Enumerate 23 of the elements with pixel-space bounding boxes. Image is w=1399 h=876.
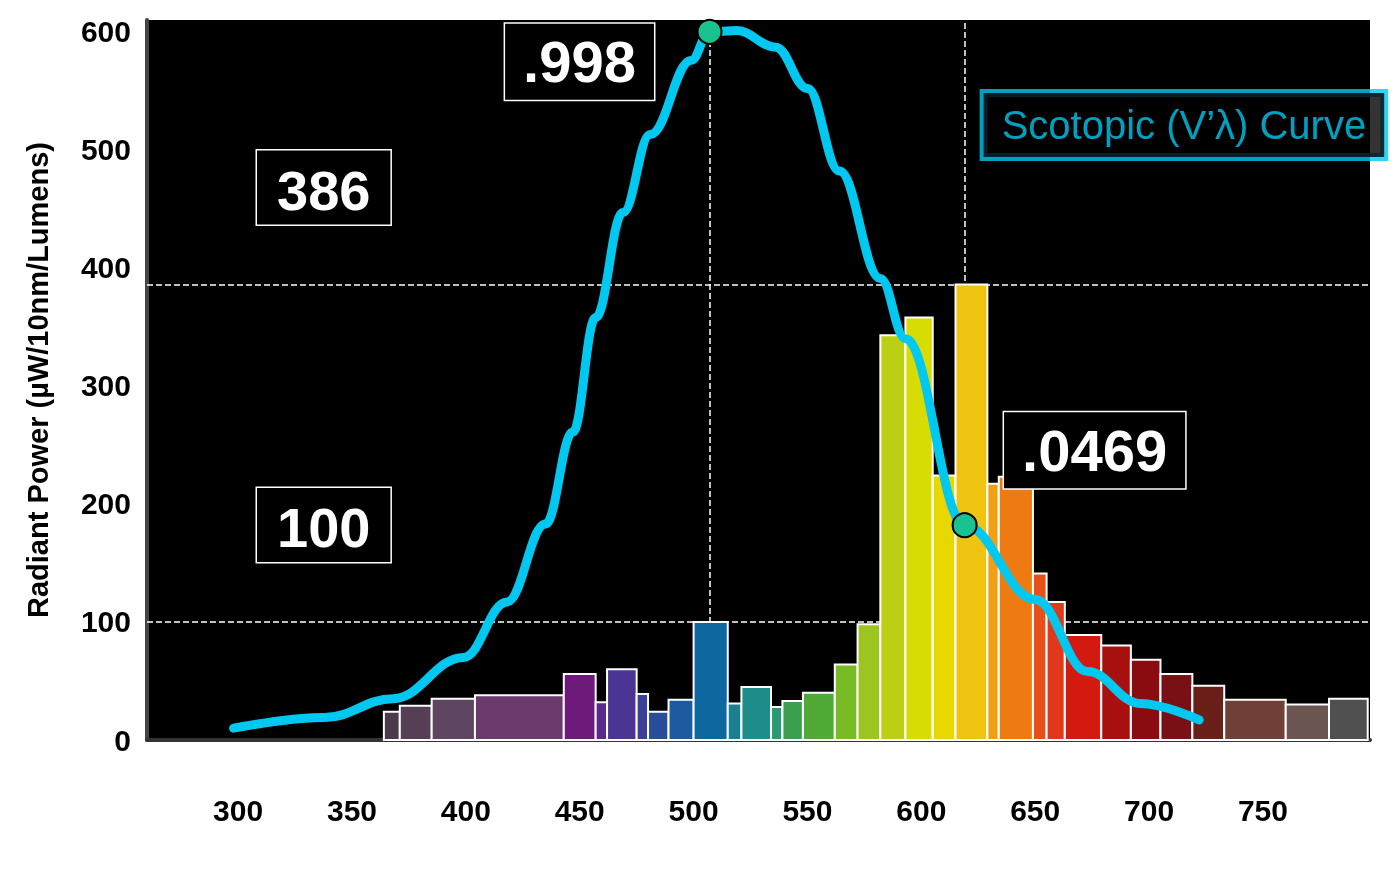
y-tick-label: 100	[80, 605, 131, 639]
x-tick-label: 450	[554, 793, 605, 827]
x-tick-label: 300	[213, 793, 264, 827]
text: Scotopic (V’λ) Curve	[1001, 102, 1367, 147]
x-tick-label: 650	[1010, 793, 1061, 827]
x-tick-label: 700	[1124, 793, 1175, 827]
x-tick-label: 400	[440, 793, 491, 827]
y-tick-label: 400	[80, 251, 131, 285]
x-tick-label: 750	[1237, 793, 1288, 827]
annotation: .0469	[1022, 417, 1168, 483]
y-tick-label: 200	[80, 487, 131, 521]
x-tick-label: 350	[326, 793, 377, 827]
x-tick-label: 600	[896, 793, 947, 827]
x-tick-label: 500	[668, 793, 719, 827]
x-tick-label: 550	[782, 793, 833, 827]
y-tick-label: 600	[80, 15, 131, 49]
y-tick-label: 0	[114, 723, 131, 757]
annotation: .998	[523, 29, 636, 95]
y-tick-label: 500	[80, 133, 131, 167]
ref-line-label: 386	[277, 158, 371, 222]
y-tick-label: 300	[80, 369, 131, 403]
y-axis-title: Radiant Power (µW/10nm/Lumens)	[21, 142, 54, 618]
ref-line-label: 100	[277, 496, 371, 560]
